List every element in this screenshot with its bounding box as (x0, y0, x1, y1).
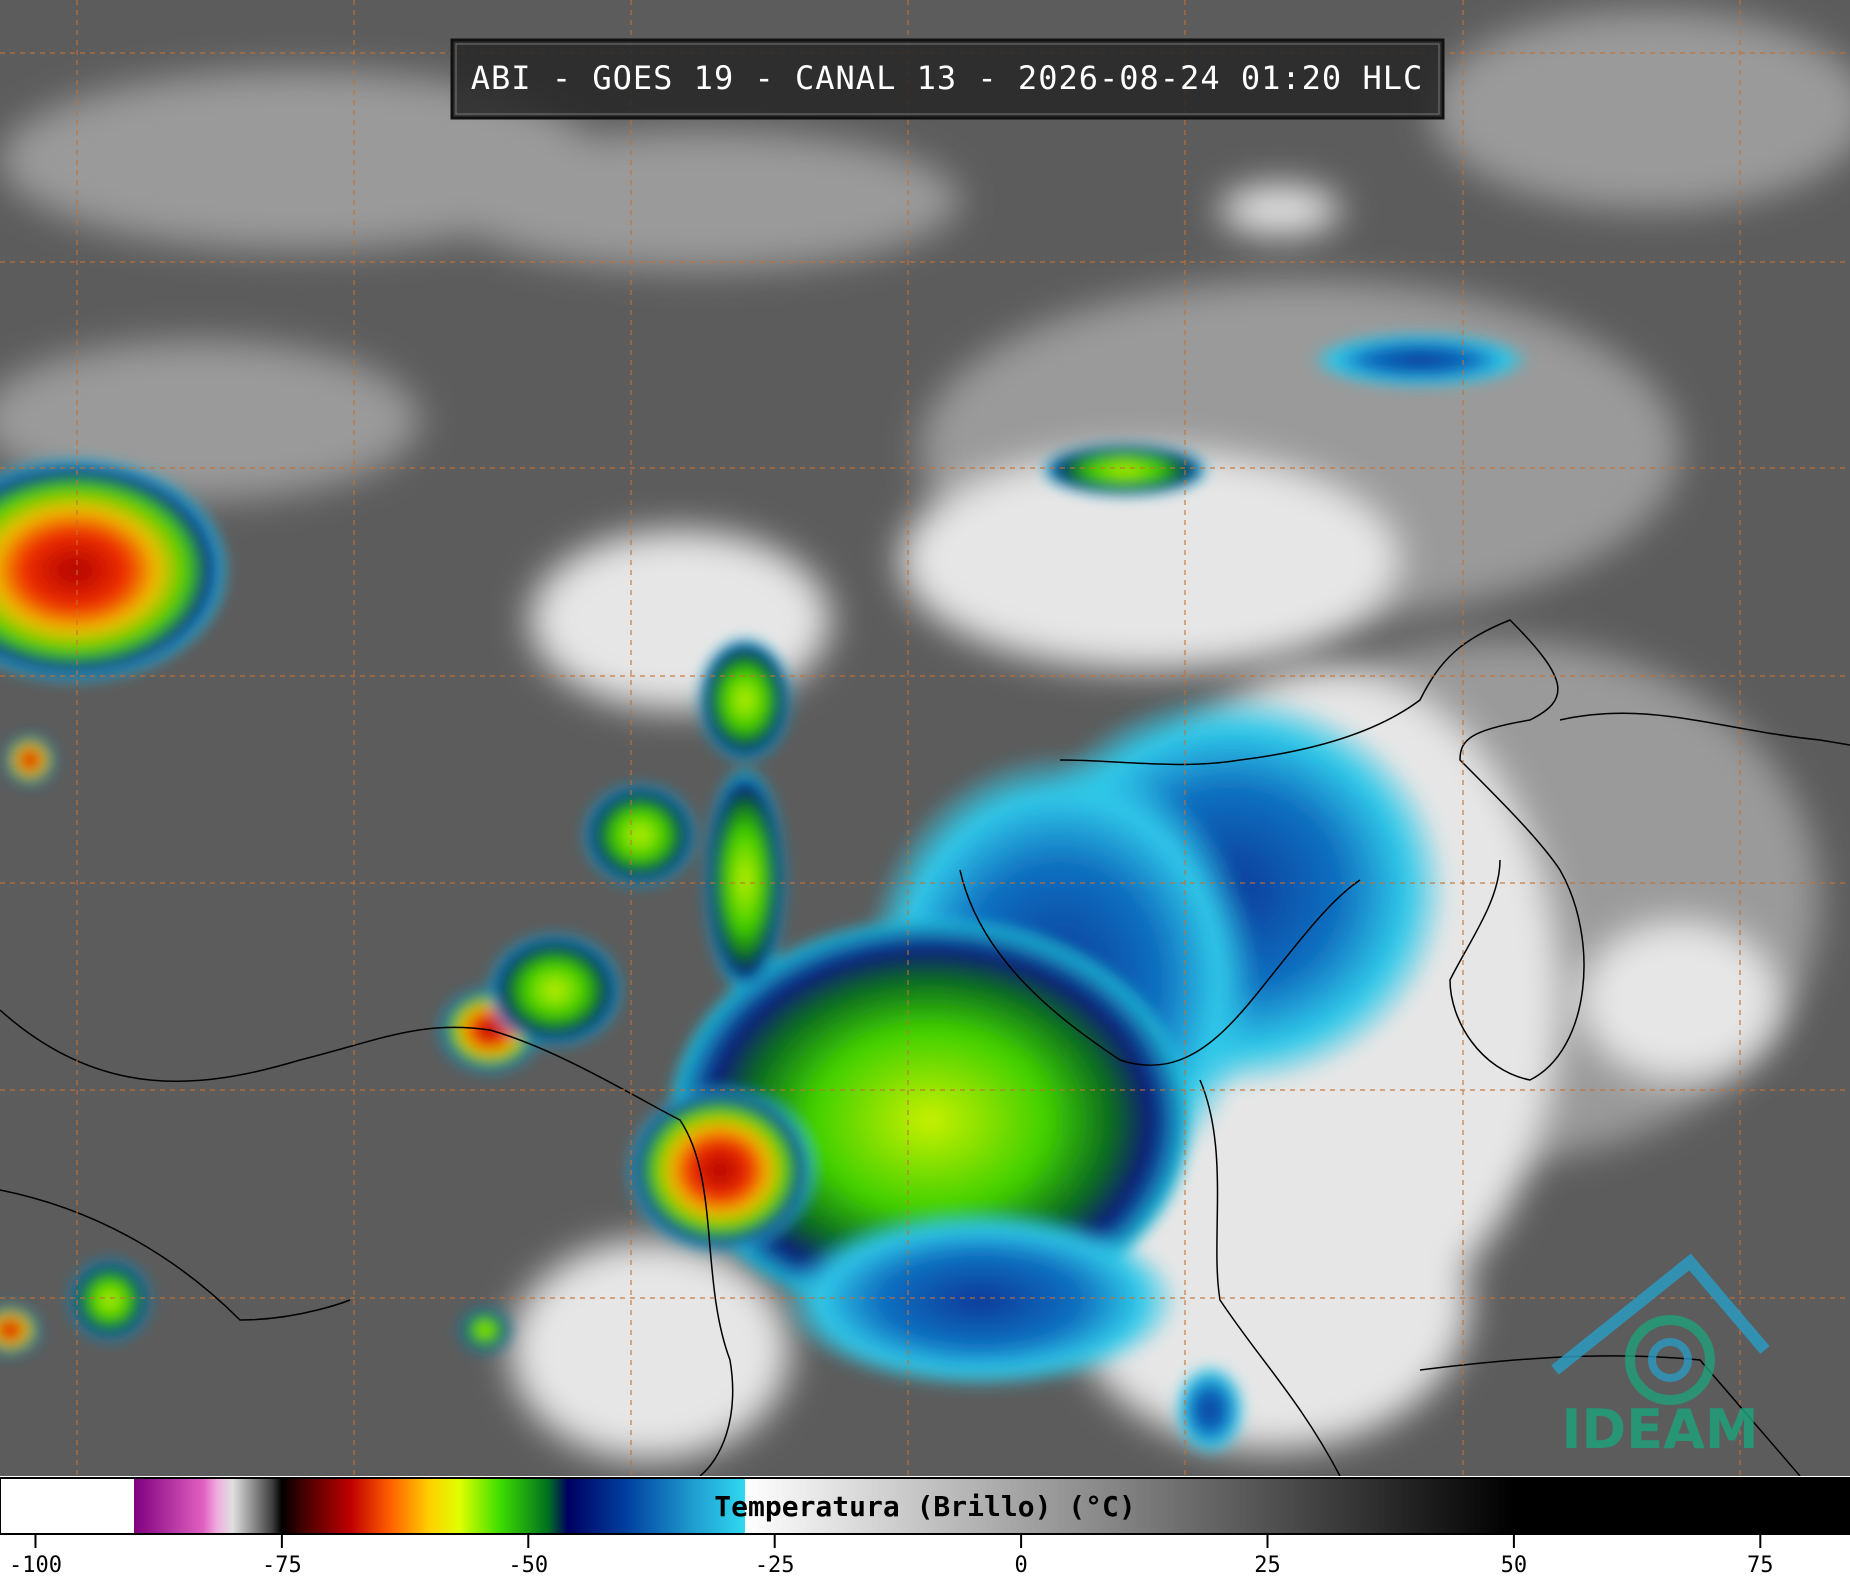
logo-text: IDEAM (1561, 1398, 1758, 1461)
title: ABI - GOES 19 - CANAL 13 - 2026-08-24 01… (471, 59, 1423, 97)
logo: IDEAM (1551, 1253, 1770, 1461)
colorbar-tick-label: 50 (1501, 1553, 1528, 1577)
colorbar: Temperatura (Brillo) (°C) -100 -75 -50 -25 0… (0, 1476, 1850, 1577)
colorbar-tick-label: 25 (1254, 1553, 1281, 1577)
title-box: ABI - GOES 19 - CANAL 13 - 2026-08-24 01… (450, 38, 1445, 120)
colorbar-tick-label: 75 (1747, 1553, 1774, 1577)
colorbar-tick-label: -75 (262, 1553, 302, 1577)
colorbar-label: Temperatura (Brillo) (°C) (714, 1490, 1135, 1523)
satellite-image (0, 0, 1850, 1477)
colorbar-tick-label: 0 (1014, 1553, 1027, 1577)
colorbar-tick-label: -25 (755, 1553, 795, 1577)
colorbar-tick-label: -50 (508, 1553, 548, 1577)
colorbar-bar (0, 1477, 1850, 1535)
colorbar-tick-label: -100 (9, 1553, 62, 1577)
